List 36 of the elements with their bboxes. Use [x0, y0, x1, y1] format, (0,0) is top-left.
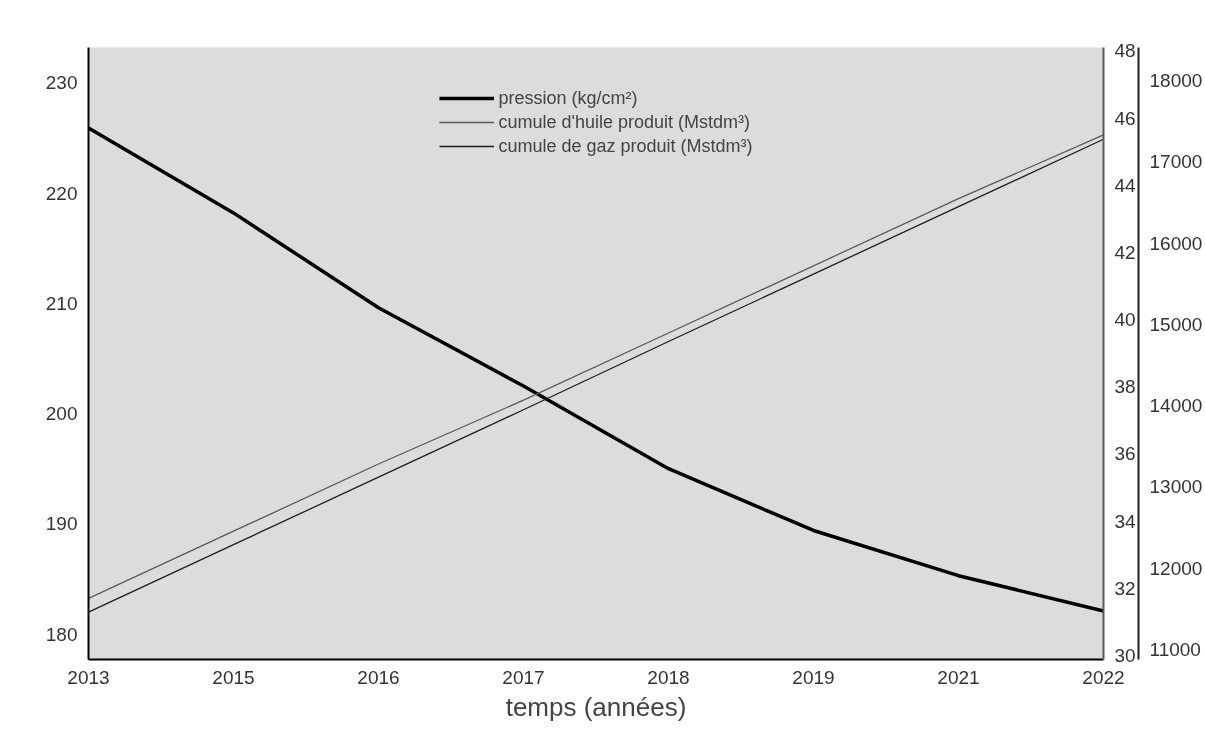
y-tick-label: 230 [45, 72, 78, 94]
y3-tick-label: 15000 [1149, 313, 1203, 335]
x-tick-label: 2019 [792, 666, 835, 688]
x-tick-label: 2017 [502, 666, 545, 688]
y2-tick-label: 36 [1114, 443, 1136, 465]
y-tick-label: 220 [45, 182, 78, 204]
y3-tick-label: 13000 [1149, 476, 1203, 498]
y2-tick-label: 34 [1114, 510, 1137, 532]
y-tick-label: 180 [45, 623, 78, 645]
y-tick-label: 210 [45, 292, 78, 314]
y2-tick-label: 42 [1114, 241, 1136, 263]
y3-tick-label: 18000 [1149, 70, 1203, 92]
y-tick-label: 200 [45, 403, 78, 425]
y2-tick-label: 48 [1114, 40, 1136, 62]
x-tick-label: 2022 [1082, 666, 1125, 688]
y2-tick-label: 30 [1114, 644, 1136, 666]
y-tick-label: 190 [45, 513, 78, 535]
legend-label: cumule d'huile produit (Mstdm³) [498, 111, 750, 133]
x-tick-label: 2016 [357, 666, 400, 688]
y3-tick-label: 14000 [1149, 395, 1203, 417]
y2-tick-label: 40 [1114, 309, 1136, 331]
y3-tick-label: 11000 [1149, 638, 1201, 660]
x-axis-title: temps (années) [505, 691, 687, 722]
y2-tick-label: 32 [1114, 577, 1136, 599]
x-tick-label: 2015 [212, 666, 255, 688]
y2-tick-label: 38 [1114, 376, 1136, 398]
y3-tick-label: 16000 [1149, 232, 1203, 254]
y2-tick-label: 46 [1114, 107, 1136, 129]
x-tick-label: 2013 [67, 666, 110, 688]
y3-tick-label: 17000 [1149, 151, 1203, 173]
legend-label: pression (kg/cm²) [498, 87, 638, 109]
y2-tick-label: 44 [1114, 174, 1137, 196]
x-tick-label: 2021 [937, 666, 980, 688]
legend-label: cumule de gaz produit (Mstdm³) [498, 135, 753, 157]
x-tick-label: 2018 [647, 666, 690, 688]
y3-tick-label: 12000 [1149, 557, 1203, 579]
